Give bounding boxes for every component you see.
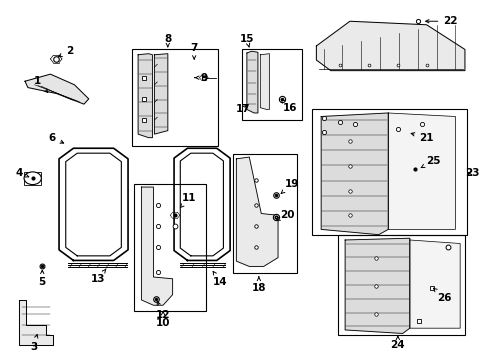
Text: 17: 17: [235, 104, 250, 114]
Text: 6: 6: [48, 133, 63, 143]
Polygon shape: [236, 157, 278, 266]
Polygon shape: [138, 54, 152, 138]
Text: 3: 3: [30, 334, 38, 351]
Polygon shape: [316, 21, 464, 71]
Text: 8: 8: [164, 34, 171, 47]
Polygon shape: [321, 113, 387, 235]
Polygon shape: [246, 51, 257, 113]
Polygon shape: [154, 54, 167, 134]
Text: 25: 25: [420, 156, 440, 168]
Text: 5: 5: [39, 270, 46, 287]
Polygon shape: [19, 300, 53, 345]
Polygon shape: [260, 54, 269, 109]
Text: 20: 20: [276, 210, 294, 220]
Text: 23: 23: [464, 168, 478, 178]
Text: 14: 14: [213, 271, 227, 287]
Text: 9: 9: [194, 73, 207, 83]
Text: 10: 10: [156, 312, 170, 328]
Text: 7: 7: [190, 43, 198, 59]
Text: 24: 24: [390, 336, 405, 350]
Text: 11: 11: [180, 193, 196, 208]
Text: 12: 12: [156, 302, 170, 320]
Text: 2: 2: [59, 46, 73, 57]
Circle shape: [24, 172, 41, 185]
Text: 1: 1: [34, 76, 48, 93]
Text: 13: 13: [91, 269, 106, 284]
Text: 22: 22: [425, 16, 457, 26]
Polygon shape: [345, 238, 409, 333]
Text: 26: 26: [433, 288, 450, 303]
Polygon shape: [387, 113, 454, 229]
Polygon shape: [141, 187, 172, 305]
Text: 19: 19: [281, 179, 299, 193]
Text: 15: 15: [239, 34, 254, 47]
Text: 4: 4: [16, 168, 29, 178]
Text: 21: 21: [410, 133, 433, 143]
Text: 18: 18: [251, 277, 265, 293]
Polygon shape: [409, 240, 459, 328]
Polygon shape: [25, 74, 89, 104]
Text: 16: 16: [281, 99, 297, 113]
